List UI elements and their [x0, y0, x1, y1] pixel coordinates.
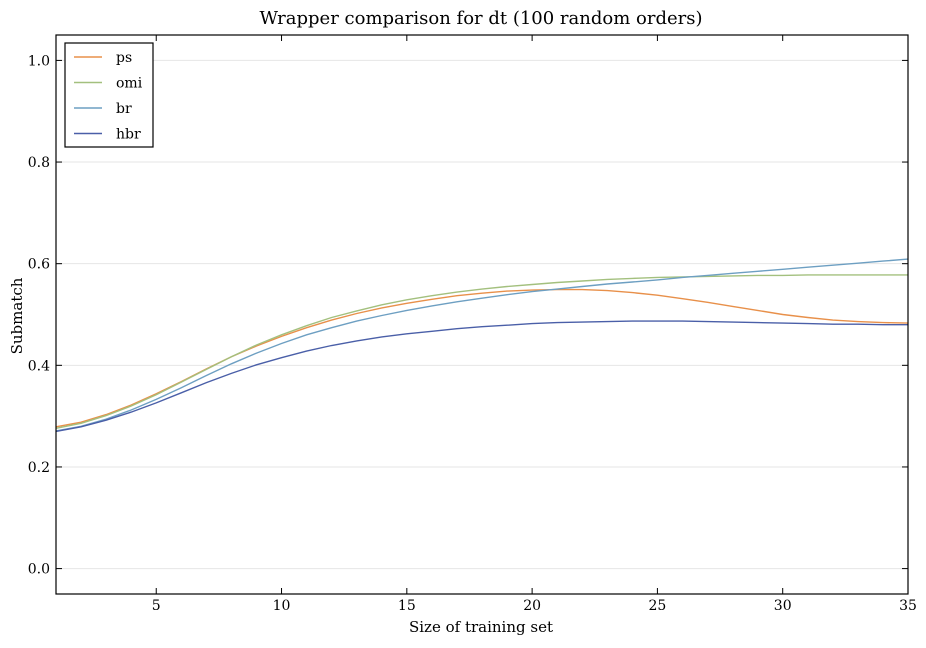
y-tick-label: 0.6 [28, 257, 50, 273]
x-tick-label: 15 [398, 598, 416, 614]
series-line-ps [55, 288, 909, 428]
grid-layer [56, 59, 908, 570]
legend-box [64, 42, 154, 148]
y-tick-label: 0.8 [28, 155, 50, 171]
legend: ps omi br hbr [64, 42, 154, 148]
series-layer [55, 258, 909, 433]
series-line-omi [55, 274, 908, 429]
x-tick-label: 30 [774, 598, 792, 614]
x-tick-label: 35 [899, 598, 917, 614]
x-tick-label: 20 [523, 598, 541, 614]
y-tick-label: 0.4 [28, 358, 50, 374]
y-tick-label: 0.2 [28, 460, 50, 476]
legend-label-omi: omi [116, 76, 143, 92]
series-line-hbr [55, 320, 908, 433]
legend-label-hbr: hbr [116, 127, 141, 143]
y-tick-label: 1.0 [28, 53, 50, 69]
x-tick-label: 5 [152, 598, 161, 614]
y-tick-label: 0.0 [28, 562, 50, 578]
chart-title: Wrapper comparison for dt (100 random or… [259, 8, 702, 29]
x-axis-label: Size of training set [409, 618, 553, 636]
x-tick-label: 10 [273, 598, 291, 614]
legend-label-ps: ps [116, 50, 132, 66]
x-tick-label: 25 [648, 598, 666, 614]
plot-frame [55, 34, 909, 595]
legend-label-br: br [116, 101, 132, 117]
series-line-br [55, 258, 909, 432]
tick-layer: 0.0 0.2 0.4 0.6 0.8 1.0 5 10 15 20 25 30 35 [28, 35, 917, 614]
y-axis-label: Submatch [8, 277, 26, 354]
